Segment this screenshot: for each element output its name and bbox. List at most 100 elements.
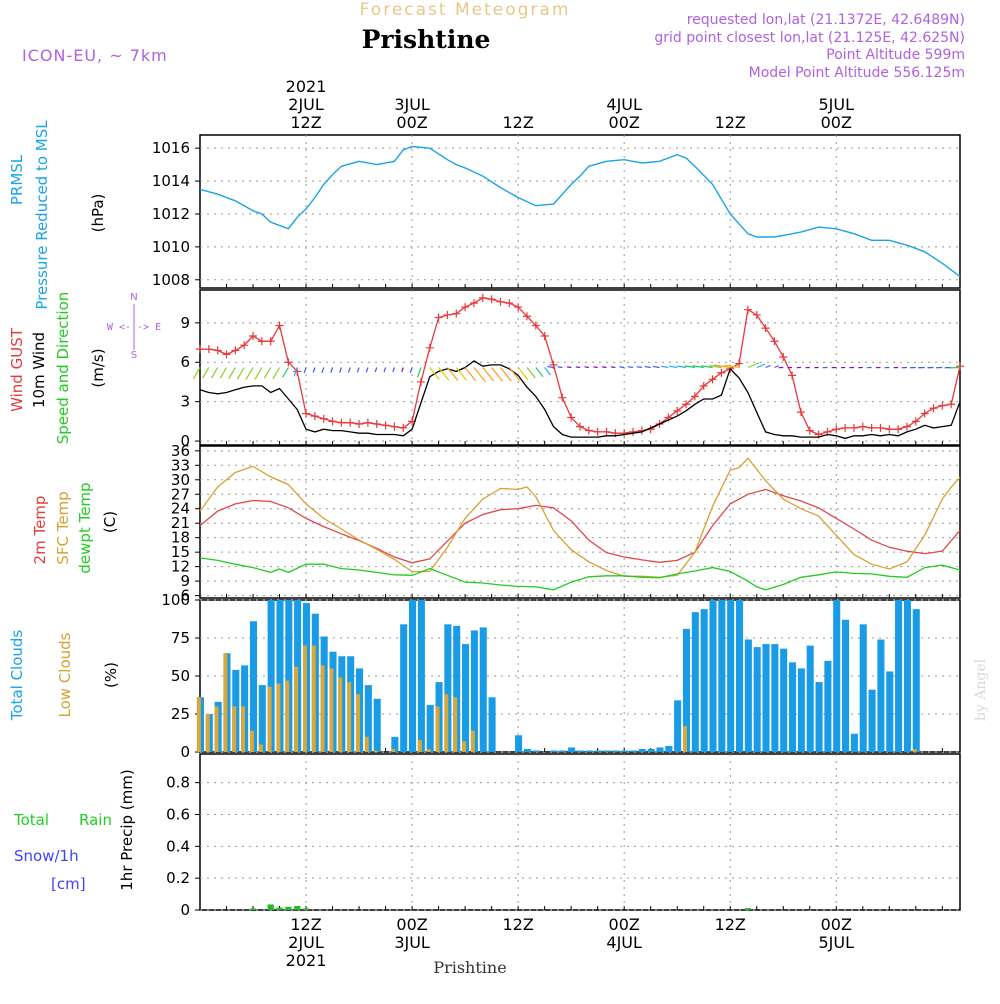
- total-cloud-bar: [400, 624, 407, 752]
- y-tick-label: 0.8: [166, 774, 190, 792]
- gust-marker: [868, 424, 876, 432]
- wind-arrow: [193, 368, 200, 379]
- wind-arrow: [237, 368, 244, 380]
- y-tick-label: 1014: [152, 172, 190, 190]
- gust-marker: [417, 378, 425, 386]
- low-cloud-bar: [223, 653, 227, 752]
- gust-marker: [806, 427, 814, 435]
- low-cloud-bar: [259, 744, 263, 752]
- gust-marker: [629, 428, 637, 436]
- gust-marker: [470, 299, 478, 307]
- wind-arrow: [645, 367, 651, 368]
- snow-unit: [cm]: [51, 875, 86, 893]
- wind-arrow: [357, 368, 359, 373]
- gust-marker: [603, 428, 611, 436]
- gust-marker: [744, 306, 752, 314]
- low-cloud-bar: [427, 749, 431, 752]
- wind-arrow: [545, 368, 551, 375]
- gust-marker: [841, 424, 849, 432]
- wind-arrow: [340, 368, 342, 373]
- wind-arrow: [628, 367, 633, 368]
- wind-arrow: [527, 368, 535, 379]
- total-cloud-bar: [630, 750, 637, 752]
- wind-arrow: [211, 368, 217, 379]
- bottom-hour-label: 00Z: [609, 915, 640, 934]
- wind-arrow: [246, 368, 253, 380]
- wind-arrow: [402, 368, 403, 372]
- wind-arrow: [322, 368, 324, 373]
- wind-arrow: [766, 365, 771, 367]
- total-cloud-bar: [524, 749, 531, 752]
- low-cloud-bar: [285, 681, 289, 752]
- total-cloud-bar: [568, 747, 575, 752]
- gust-marker: [762, 324, 770, 332]
- total-cloud-bar: [409, 600, 416, 752]
- top-year-label: 2021: [286, 77, 327, 96]
- wind-arrow: [547, 367, 553, 368]
- gust-marker: [320, 415, 328, 423]
- gust-marker: [355, 420, 363, 428]
- wind-direction-label: Speed and Direction: [54, 292, 72, 445]
- wind-arrow: [536, 368, 543, 377]
- sfc-temp-line: [200, 458, 960, 577]
- total-cloud-bar: [462, 644, 469, 752]
- total-cloud-bar: [736, 600, 743, 752]
- wind-arrow: [384, 368, 386, 373]
- total-cloud-bar: [621, 750, 628, 752]
- y-tick-label: 25: [171, 705, 190, 723]
- total-cloud-bar: [745, 640, 752, 752]
- total-cloud-bar: [780, 649, 787, 752]
- wind-arrow: [757, 364, 765, 367]
- precip-unit: 1hr Precip (mm): [118, 769, 136, 890]
- low-cloud-bar: [453, 697, 457, 752]
- pressure-unit: (hPa): [89, 194, 107, 233]
- low-cloud-bar: [303, 646, 307, 752]
- gust-marker: [364, 419, 372, 427]
- model-altitude: Model Point Altitude 556.125m: [749, 65, 965, 81]
- low-cloud-bar: [321, 665, 325, 752]
- wind-arrow: [283, 368, 289, 378]
- gust-marker: [488, 295, 496, 303]
- wind-arrow: [611, 367, 616, 368]
- gust-marker: [876, 424, 884, 432]
- precip-bar: [250, 908, 256, 910]
- wind-arrow: [558, 367, 563, 368]
- total-cloud-bar: [374, 699, 381, 752]
- gust-marker: [205, 345, 213, 353]
- gust-marker: [267, 337, 275, 345]
- low-cloud-bar: [250, 731, 254, 752]
- top-day-label: 4JUL: [606, 95, 642, 114]
- bottom-year-label: 2021: [286, 951, 327, 970]
- total-cloud-bar: [603, 750, 610, 752]
- low-cloud-bar: [347, 682, 351, 752]
- y-tick-label: 9: [180, 314, 190, 332]
- gust-marker: [753, 311, 761, 319]
- top-day-label: 5JUL: [819, 95, 855, 114]
- gust-marker: [231, 346, 239, 354]
- wind-arrow: [393, 368, 395, 373]
- gust-marker: [505, 299, 513, 307]
- y-tick-label: 100: [161, 591, 190, 609]
- dewpt-label: dewpt Temp: [76, 482, 94, 573]
- low-cloud-bar: [365, 737, 369, 752]
- gust-marker: [947, 400, 955, 408]
- wind-arrow: [637, 367, 642, 368]
- gust-marker: [382, 421, 390, 429]
- low-cloud-bar: [329, 668, 333, 752]
- low-cloud-bar: [241, 706, 245, 752]
- gust-marker: [196, 345, 204, 353]
- gust-label: Wind GUST: [8, 327, 26, 412]
- bottom-day-label: 4JUL: [606, 933, 642, 952]
- low-cloud-bar: [374, 750, 378, 752]
- wind-arrow: [410, 368, 412, 373]
- gust-marker: [859, 423, 867, 431]
- total-cloud-bar: [665, 746, 672, 752]
- y-tick-label: 36: [171, 442, 190, 460]
- low-cloud-bar: [312, 646, 316, 752]
- temp-2m-label: 2m Temp: [31, 496, 49, 565]
- bottom-hour-label: 00Z: [821, 915, 852, 934]
- top-day-label: 3JUL: [394, 95, 430, 114]
- wind-arrow: [567, 367, 571, 368]
